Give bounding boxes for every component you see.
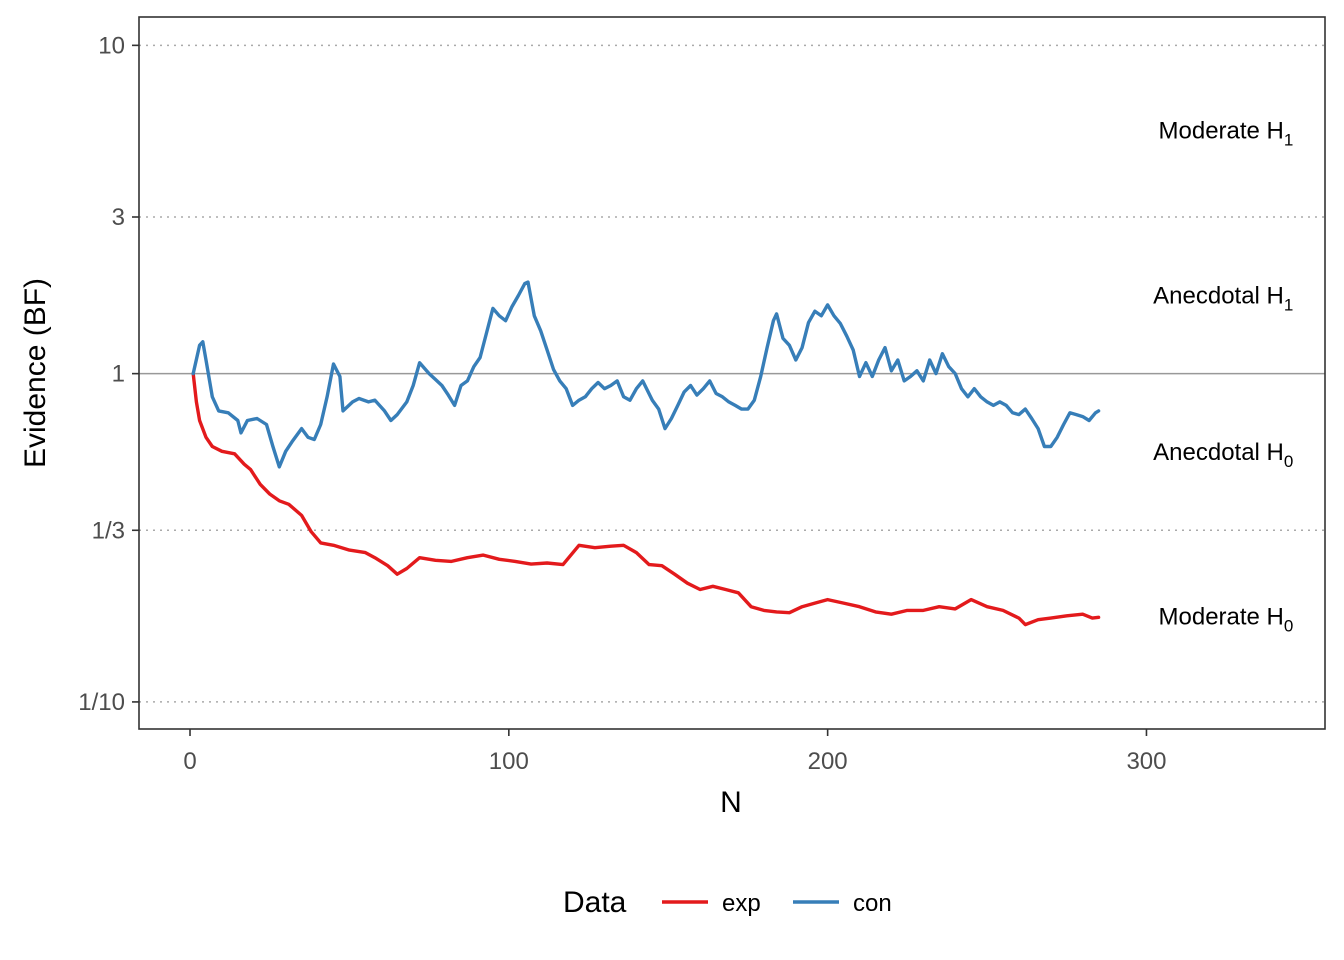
y-tick-label-2: 1 xyxy=(112,361,125,388)
annotation-2: Anecdotal H0 xyxy=(1153,439,1293,471)
annotation-1: Anecdotal H1 xyxy=(1153,282,1293,314)
x-tick-label-0: 0 xyxy=(183,748,196,775)
legend: Data exp con xyxy=(563,886,892,919)
y-tick-label-0: 1/10 xyxy=(78,689,125,716)
threshold-gridlines xyxy=(139,44,1325,703)
y-tick-label-4: 10 xyxy=(98,32,125,59)
annotation-0: Moderate H1 xyxy=(1159,118,1294,150)
y-axis: 1/10 1/3 1 3 10 xyxy=(78,32,139,716)
x-axis: 0 100 200 300 xyxy=(183,729,1166,775)
annotation-layer: Moderate H1 Anecdotal H1 Anecdotal H0 Moder… xyxy=(1153,118,1293,636)
y-tick-label-1: 1/3 xyxy=(92,517,125,544)
series-line-con xyxy=(191,280,1101,469)
y-axis-title: Evidence (BF) xyxy=(19,278,52,468)
annotation-3: Moderate H0 xyxy=(1159,604,1294,636)
x-tick-label-3: 300 xyxy=(1126,748,1166,775)
x-tick-label-1: 100 xyxy=(489,748,529,775)
series-layer xyxy=(191,280,1101,627)
x-axis-title: N xyxy=(720,786,742,819)
y-tick-label-3: 3 xyxy=(112,204,125,231)
legend-title: Data xyxy=(563,886,627,919)
series-line-exp xyxy=(191,371,1101,627)
x-tick-label-2: 200 xyxy=(808,748,848,775)
legend-label-exp: exp xyxy=(722,890,761,917)
legend-label-con: con xyxy=(853,890,892,917)
